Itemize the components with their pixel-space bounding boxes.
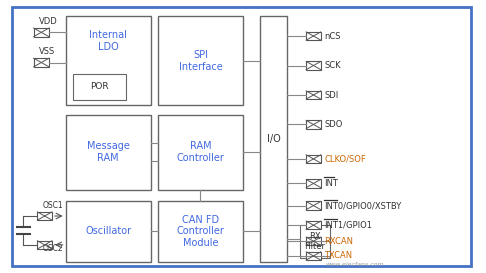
Text: INT0/GPIO0/XSTBY: INT0/GPIO0/XSTBY	[324, 201, 401, 210]
Text: SDO: SDO	[324, 120, 343, 129]
Bar	[306, 120, 321, 129]
Bar	[66, 201, 151, 262]
Text: TXCAN: TXCAN	[324, 251, 352, 260]
Text: Message
RAM: Message RAM	[87, 141, 130, 163]
Text: VDD: VDD	[39, 17, 58, 26]
Bar	[306, 32, 321, 40]
Bar	[158, 201, 243, 262]
Bar	[66, 16, 151, 105]
Text: SDI: SDI	[324, 91, 338, 99]
Bar	[34, 58, 49, 67]
Text: INT: INT	[324, 179, 338, 188]
Text: Internal
LDO: Internal LDO	[89, 30, 127, 52]
Text: RX
Filter: RX Filter	[304, 232, 326, 251]
Bar	[73, 74, 126, 100]
Bar	[37, 212, 52, 220]
Text: OSC2: OSC2	[42, 244, 63, 253]
Text: I/O: I/O	[266, 134, 280, 144]
Bar	[300, 225, 330, 258]
Text: SCK: SCK	[324, 61, 341, 70]
Text: OSC1: OSC1	[42, 201, 63, 210]
Text: CAN FD
Controller
Module: CAN FD Controller Module	[176, 215, 225, 248]
Text: nCS: nCS	[324, 32, 341, 40]
Text: www.elecfans.com: www.elecfans.com	[326, 262, 384, 267]
Bar	[306, 237, 321, 245]
Text: RXCAN: RXCAN	[324, 237, 353, 246]
Text: SPI
Interface: SPI Interface	[178, 50, 223, 72]
Bar	[306, 61, 321, 70]
Bar	[306, 252, 321, 260]
Bar	[306, 91, 321, 99]
Text: VSS: VSS	[39, 47, 55, 56]
Bar	[306, 155, 321, 163]
Bar	[260, 16, 287, 262]
Bar	[306, 201, 321, 210]
Bar	[66, 115, 151, 190]
Text: RAM
Controller: RAM Controller	[176, 141, 225, 163]
Text: CLKO/SOF: CLKO/SOF	[324, 155, 366, 163]
Bar	[158, 16, 243, 105]
Text: Oscillator: Oscillator	[85, 226, 131, 236]
Bar	[306, 221, 321, 229]
Bar	[306, 179, 321, 188]
Bar	[34, 28, 49, 37]
Bar	[37, 241, 52, 249]
Text: INT1/GPIO1: INT1/GPIO1	[324, 221, 372, 230]
Bar	[158, 115, 243, 190]
Text: POR: POR	[90, 82, 109, 91]
